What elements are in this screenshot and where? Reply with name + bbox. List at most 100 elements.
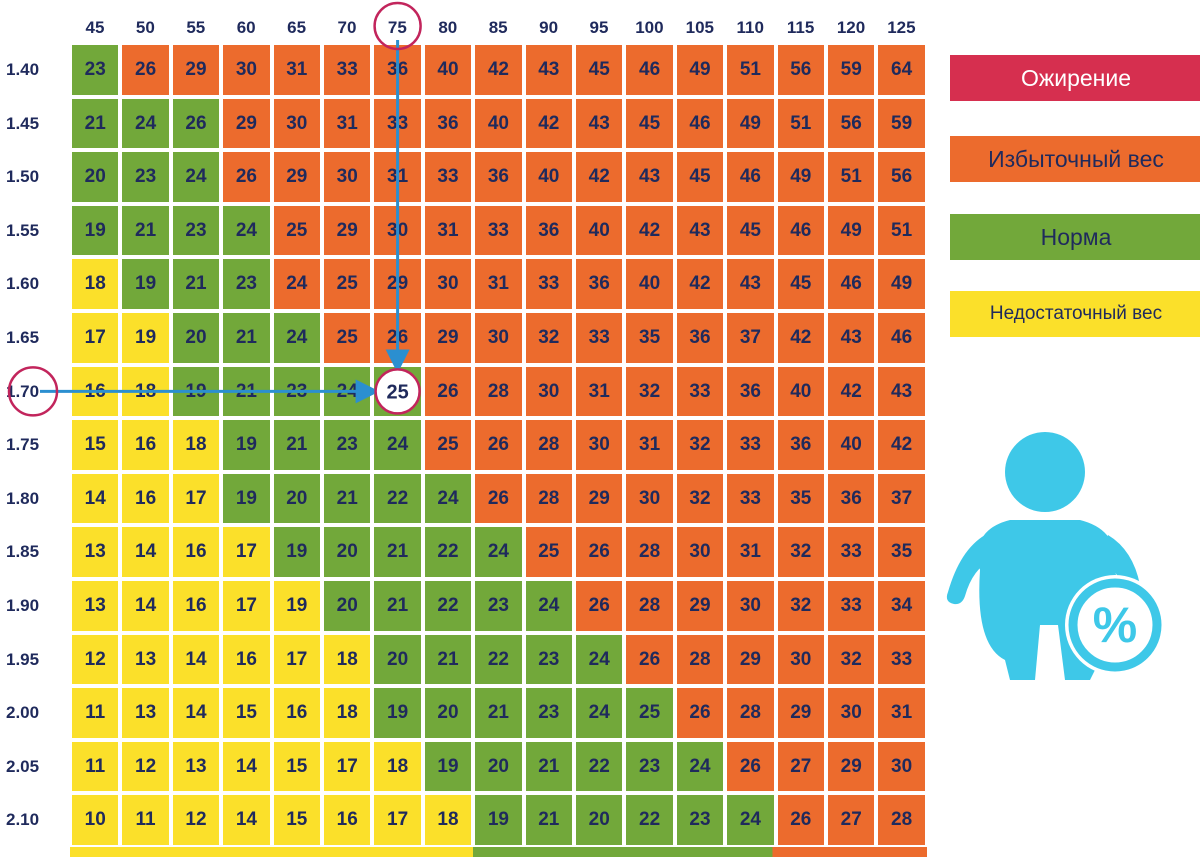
bmi-cell: 24: [120, 96, 171, 151]
bmi-cell: 20: [473, 739, 524, 794]
bmi-cell: 20: [322, 525, 373, 579]
bmi-cell: 28: [624, 579, 675, 633]
column-label: 85: [488, 18, 508, 37]
column-label: 105: [685, 18, 714, 37]
bmi-cell: 21: [271, 418, 322, 472]
bmi-cell: 20: [422, 686, 474, 740]
bmi-cell: 31: [725, 525, 776, 579]
bmi-cell: 42: [473, 43, 524, 97]
bmi-cell: 59: [826, 43, 877, 97]
svg-text:%: %: [1093, 597, 1137, 653]
bmi-cell: 21: [372, 525, 423, 579]
bmi-cell: 21: [70, 96, 121, 151]
bmi-cell: 49: [826, 203, 877, 258]
bmi-cell: 36: [725, 364, 776, 419]
bmi-cell: 33: [674, 364, 726, 419]
bmi-cell: 42: [674, 257, 726, 311]
bmi-cell: 13: [120, 686, 171, 740]
bmi-cell: 32: [826, 632, 877, 687]
bmi-cell: 33: [574, 311, 625, 365]
column-label: 90: [539, 18, 559, 37]
bmi-cell: 32: [775, 579, 826, 633]
bmi-cell: 43: [876, 364, 927, 419]
bmi-cell: 25: [523, 525, 574, 579]
bmi-cell: 46: [674, 96, 726, 151]
bmi-cell: 22: [372, 471, 423, 526]
percent-icon: %: [1065, 575, 1165, 675]
row-label: 1.90: [6, 596, 40, 615]
bmi-cell: 46: [775, 203, 826, 258]
bmi-cell: 42: [574, 150, 625, 204]
bmi-cell: 23: [271, 364, 322, 419]
column-label: 80: [438, 18, 458, 37]
bmi-cell: 26: [574, 525, 625, 579]
bmi-cell: 31: [322, 96, 373, 151]
bmi-cell: 26: [170, 96, 222, 151]
bmi-cell: 22: [574, 739, 625, 794]
bmi-cell: 22: [473, 632, 524, 687]
bmi-cell: 27: [775, 739, 826, 794]
column-label: 100: [635, 18, 664, 37]
bmi-cell: 40: [473, 96, 524, 151]
bmi-cell: 46: [826, 257, 877, 311]
bmi-cell: 35: [775, 471, 826, 526]
row-label: 1.55: [6, 220, 40, 240]
bmi-cell: 25: [422, 418, 474, 472]
bmi-cell: 36: [574, 257, 625, 311]
bmi-cell: 20: [574, 793, 625, 847]
bmi-cell: 16: [271, 686, 322, 740]
obese-person-icon: %: [946, 432, 1165, 680]
column-label: 115: [786, 18, 815, 37]
bmi-cell: 21: [322, 471, 373, 526]
bmi-cell: 13: [120, 632, 171, 687]
bmi-cell: 16: [221, 632, 272, 687]
bmi-cell: 19: [170, 364, 222, 419]
bmi-cell: 23: [70, 43, 121, 97]
bmi-cell: 59: [876, 96, 927, 151]
bmi-cell: 29: [322, 203, 373, 258]
bmi-cell: 18: [170, 418, 222, 472]
bmi-cell: 40: [624, 257, 675, 311]
row-label: 2.00: [6, 703, 40, 723]
bmi-cell: 33: [372, 96, 423, 151]
bmi-cell: 30: [221, 43, 272, 97]
bmi-cell: 51: [826, 150, 877, 204]
row-label: 1.70: [6, 381, 40, 401]
bmi-cell: 51: [725, 43, 776, 97]
bmi-cell: 31: [372, 150, 423, 204]
bmi-cell: 29: [221, 96, 272, 151]
bmi-cell: 51: [876, 203, 927, 258]
bmi-cell: 35: [624, 311, 675, 365]
bmi-cell: 30: [372, 203, 423, 258]
bmi-cell: 12: [120, 739, 171, 794]
bmi-cell: 29: [574, 471, 625, 526]
bmi-cell: 24: [170, 150, 222, 204]
bmi-cell: 30: [473, 311, 524, 365]
bmi-cell: 29: [271, 150, 322, 204]
bmi-cell: 42: [523, 96, 574, 151]
bmi-cell: 27: [826, 793, 877, 847]
bmi-cell: 43: [523, 43, 574, 97]
row-label: 1.75: [6, 435, 40, 455]
bmi-cell: 19: [221, 471, 272, 526]
bmi-cell: 43: [574, 96, 625, 151]
bmi-cell: 14: [120, 579, 171, 633]
bmi-cell: 40: [523, 150, 574, 204]
bmi-cell: 26: [372, 311, 423, 365]
legend-item: Избыточный вес: [950, 136, 1200, 182]
bmi-cell: 33: [473, 203, 524, 258]
bmi-cell: 15: [70, 418, 121, 472]
bmi-cell: 26: [473, 471, 524, 526]
bmi-cell: 14: [221, 739, 272, 794]
bmi-cell: 28: [523, 418, 574, 472]
legend-item: Недостаточный вес: [950, 291, 1200, 337]
bmi-cell: 16: [170, 525, 222, 579]
bmi-cell: 20: [70, 150, 121, 204]
bmi-cell: 30: [876, 739, 927, 794]
bmi-cell: 46: [725, 150, 776, 204]
bmi-cell: 28: [725, 686, 776, 740]
row-label: 1.40: [6, 60, 40, 79]
bmi-cell: 64: [876, 43, 927, 97]
bmi-cell: 45: [624, 96, 675, 151]
